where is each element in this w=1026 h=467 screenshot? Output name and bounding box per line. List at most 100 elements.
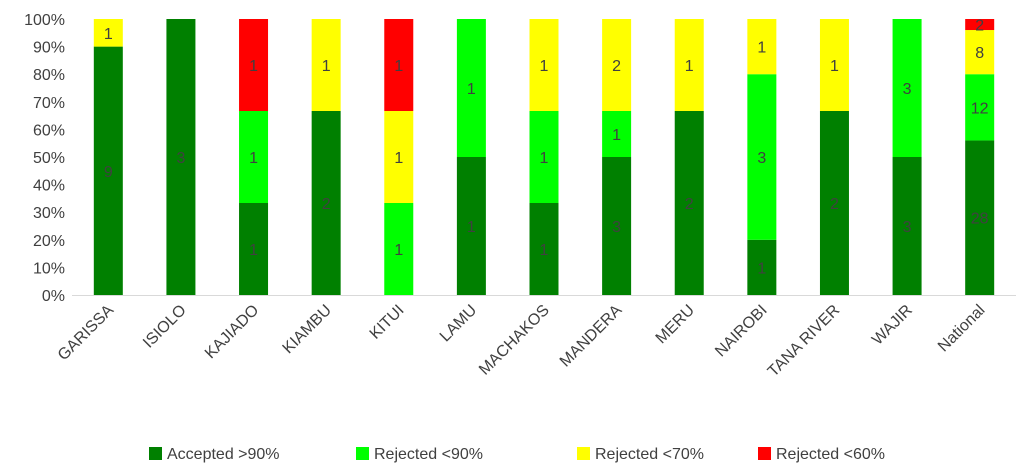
x-tick-label: KITUI <box>367 302 408 343</box>
bar-segment <box>965 74 995 141</box>
bar-segment <box>965 140 995 295</box>
bar-segment <box>456 157 486 295</box>
bar-segment <box>166 19 196 295</box>
data-label: 12 <box>971 100 989 117</box>
y-tick-label: 20% <box>33 233 65 250</box>
data-label: 1 <box>467 81 476 98</box>
y-tick-label: 10% <box>33 260 65 277</box>
bar-segment <box>747 19 777 75</box>
y-tick-label: 70% <box>33 95 65 112</box>
data-label: 2 <box>830 196 839 213</box>
y-tick-label: 0% <box>42 288 65 305</box>
bar-segment <box>892 19 922 157</box>
data-label: 1 <box>249 242 258 259</box>
data-label: 3 <box>903 81 912 98</box>
data-label: 1 <box>830 58 839 75</box>
data-label: 1 <box>540 242 549 259</box>
bar-segment <box>602 19 632 111</box>
legend-swatch <box>758 447 771 460</box>
bar-segment <box>311 111 341 295</box>
legend: Accepted >90% Rejected <90% Rejected <70% R… <box>149 446 885 463</box>
data-label: 1 <box>322 58 331 75</box>
y-tick-label: 100% <box>24 12 65 29</box>
bar-segment <box>239 203 269 295</box>
data-label: 1 <box>685 58 694 75</box>
data-label: 1 <box>394 58 403 75</box>
bar-segment <box>529 19 559 111</box>
bar-segment <box>384 19 414 111</box>
data-label: 2 <box>612 58 621 75</box>
legend-swatch <box>356 447 369 460</box>
data-label: 1 <box>467 219 476 236</box>
x-tick-label: GARISSA <box>55 302 118 365</box>
x-tick-label: TANA RIVER <box>765 302 843 380</box>
bar-segment <box>93 19 123 47</box>
data-label: 1 <box>757 260 766 277</box>
bar-segment <box>93 46 123 295</box>
bar-segment <box>384 203 414 295</box>
legend-label: Rejected <60% <box>776 446 885 463</box>
bar-segment <box>674 111 704 295</box>
x-tick-label: ISIOLO <box>140 302 190 352</box>
legend-label: Rejected <70% <box>595 446 704 463</box>
bar-segment <box>602 157 632 295</box>
bars <box>93 19 995 295</box>
bar-segment <box>819 19 849 111</box>
data-label: 1 <box>612 127 621 144</box>
data-label: 3 <box>903 219 912 236</box>
data-label: 3 <box>176 150 185 167</box>
bar-segment <box>602 111 632 157</box>
legend-swatch <box>149 447 162 460</box>
y-tick-label: 80% <box>33 67 65 84</box>
legend-label: Rejected <90% <box>374 446 483 463</box>
data-label: 2 <box>322 196 331 213</box>
bar-segment <box>456 19 486 157</box>
data-label: 8 <box>975 45 984 62</box>
x-tick-label: National <box>935 302 989 356</box>
y-tick-label: 90% <box>33 40 65 57</box>
y-tick-label: 60% <box>33 122 65 139</box>
data-label: 1 <box>540 150 549 167</box>
bar-segment <box>239 111 269 203</box>
data-label: 1 <box>249 150 258 167</box>
x-tick-label: KAJIADO <box>202 302 262 362</box>
data-label: 3 <box>612 219 621 236</box>
bar-segment <box>747 74 777 240</box>
x-tick-label: MERU <box>653 302 698 347</box>
bar-segment <box>747 239 777 295</box>
data-label: 1 <box>104 26 113 43</box>
data-label: 9 <box>104 164 113 181</box>
bar-segment <box>529 111 559 203</box>
bar-segment <box>674 19 704 111</box>
data-label: 28 <box>971 211 989 228</box>
data-label: 1 <box>540 58 549 75</box>
legend-swatch <box>577 447 590 460</box>
data-label: 1 <box>394 150 403 167</box>
x-tick-label: LAMU <box>437 302 480 345</box>
data-label: 3 <box>757 150 766 167</box>
bar-segment <box>384 111 414 203</box>
data-label: 1 <box>249 58 258 75</box>
x-tick-label: MANDERA <box>557 302 626 371</box>
legend-label: Accepted >90% <box>167 446 280 463</box>
bar-segment <box>239 19 269 111</box>
y-tick-label: 40% <box>33 178 65 195</box>
bar-segment <box>311 19 341 111</box>
x-tick-label: WAJIR <box>869 302 916 349</box>
bar-segment <box>892 157 922 295</box>
bar-segment <box>965 30 995 75</box>
data-label: 2 <box>975 18 984 35</box>
y-tick-label: 30% <box>33 205 65 222</box>
bar-segment <box>965 19 995 31</box>
data-label: 1 <box>757 40 766 57</box>
x-tick-label: KIAMBU <box>280 302 335 357</box>
bar-segment <box>529 203 559 295</box>
y-tick-label: 50% <box>33 150 65 167</box>
x-tick-label: MACHAKOS <box>476 302 553 379</box>
bar-segment <box>819 111 849 295</box>
data-label: 1 <box>394 242 403 259</box>
data-label: 2 <box>685 196 694 213</box>
x-tick-label: NAIROBI <box>712 302 771 361</box>
